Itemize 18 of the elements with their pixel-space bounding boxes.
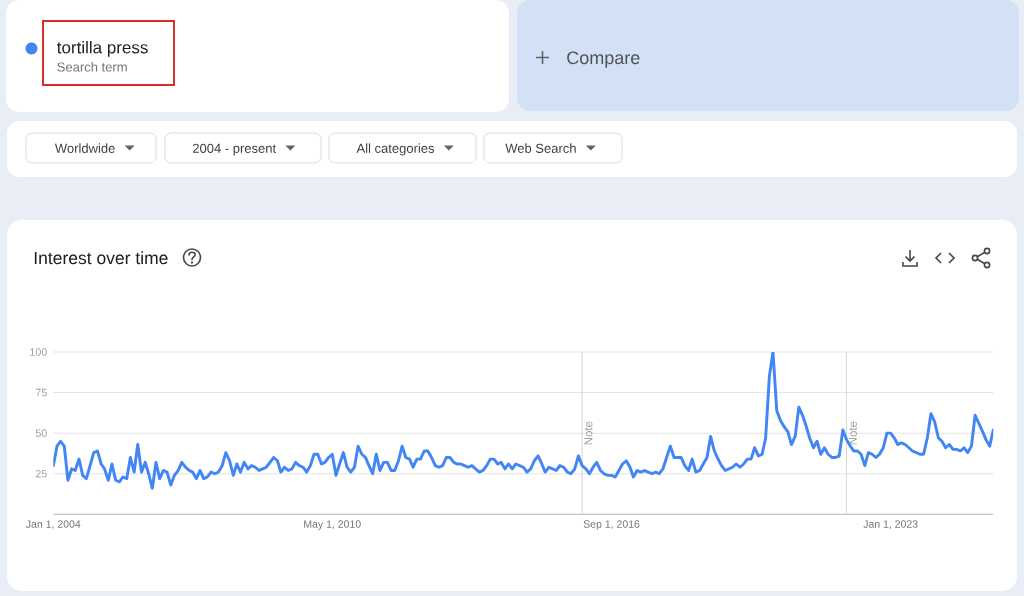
y-tick-label: 100 — [30, 348, 47, 356]
text: Compare — [567, 51, 640, 68]
text: Search term — [57, 62, 127, 72]
text: Web Search — [505, 143, 576, 153]
text: 2004 - present — [192, 143, 277, 156]
chart-title: Interest over time — [34, 251, 168, 265]
text: All categories — [356, 143, 435, 156]
ref-line-label: Note — [848, 421, 857, 445]
ref-line-label: Note — [584, 421, 593, 445]
x-tick-label: Jan 1, 2004 — [26, 520, 81, 530]
y-tick-label: 25 — [35, 469, 47, 478]
legend-label: tortilla press — [57, 40, 148, 57]
y-tick-label: 75 — [35, 388, 47, 397]
x-tick-label: May 1, 2010 — [304, 520, 361, 530]
x-tick-label: Sep 1, 2016 — [583, 520, 640, 530]
y-tick-label: 50 — [35, 429, 47, 437]
text: Worldwide — [54, 143, 115, 153]
x-tick-label: Jan 1, 2023 — [863, 520, 918, 530]
